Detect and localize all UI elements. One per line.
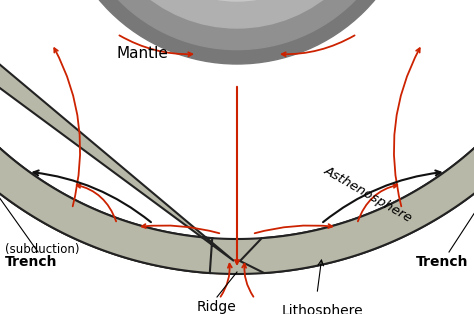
Polygon shape — [0, 0, 237, 274]
Text: (subduction): (subduction) — [5, 242, 80, 256]
Polygon shape — [0, 0, 234, 273]
Text: Trench: Trench — [416, 255, 468, 269]
Text: Lithosphere: Lithosphere — [282, 304, 364, 314]
Text: Asthenosphere: Asthenosphere — [322, 164, 415, 225]
Circle shape — [7, 0, 467, 114]
Circle shape — [0, 0, 474, 234]
Polygon shape — [240, 0, 474, 273]
Circle shape — [0, 0, 474, 274]
Text: Ridge: Ridge — [197, 300, 237, 314]
Circle shape — [0, 0, 474, 174]
Circle shape — [120, 0, 354, 1]
Circle shape — [0, 0, 474, 176]
Circle shape — [0, 0, 474, 274]
Circle shape — [57, 0, 417, 64]
Circle shape — [0, 0, 474, 235]
Polygon shape — [237, 0, 474, 274]
Circle shape — [0, 0, 474, 274]
Circle shape — [72, 0, 402, 50]
Circle shape — [3, 0, 471, 118]
Circle shape — [57, 0, 417, 64]
Polygon shape — [0, 0, 474, 274]
Polygon shape — [0, 0, 474, 274]
Text: Trench: Trench — [5, 255, 57, 269]
Text: Mantle: Mantle — [116, 46, 168, 62]
Circle shape — [93, 0, 381, 28]
